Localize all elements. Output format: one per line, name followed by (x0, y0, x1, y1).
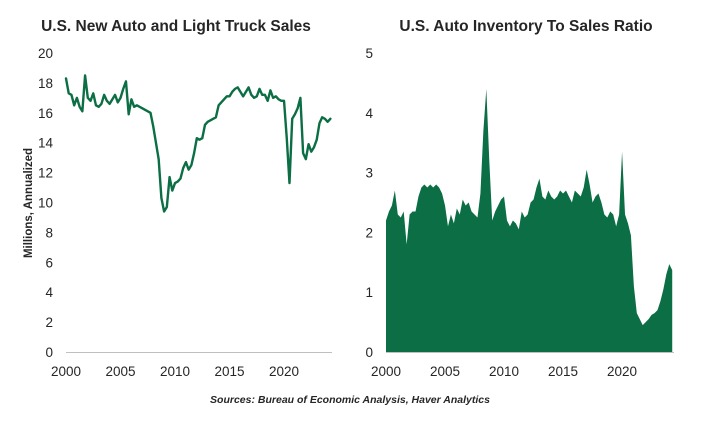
inventory-x-tick-label: 2005 (430, 364, 460, 379)
inventory-y-tick-label: 3 (365, 166, 373, 181)
sales-y-tick-label: 4 (45, 285, 53, 300)
sales-y-tick-label: 6 (45, 255, 53, 270)
inventory-y-tick-label: 2 (365, 225, 373, 240)
inventory-y-tick-label: 1 (365, 285, 373, 300)
sales-x-tick-label: 2020 (269, 364, 299, 379)
inventory-y-tick-label: 0 (365, 345, 373, 360)
sales-chart: U.S. New Auto and Light Truck Sales Mill… (23, 18, 332, 379)
sales-x-tick-label: 2010 (160, 364, 190, 379)
sales-series-line (64, 74, 332, 213)
sales-chart-y-ticks: 0 2 4 6 8 10 12 14 16 18 20 (38, 46, 54, 360)
inventory-y-tick-label: 4 (365, 106, 373, 121)
sales-y-tick-label: 2 (45, 315, 53, 330)
sales-chart-x-ticks: 2000 2005 2010 2015 2020 (51, 364, 299, 379)
inventory-chart-y-ticks: 0 1 2 3 4 5 (365, 46, 373, 360)
sales-y-tick-label: 14 (38, 136, 54, 151)
sales-x-tick-label: 2005 (105, 364, 135, 379)
inventory-series-area (386, 88, 673, 352)
inventory-chart-title: U.S. Auto Inventory To Sales Ratio (399, 18, 652, 35)
inventory-chart-x-ticks: 2000 2005 2010 2015 2020 (371, 364, 637, 379)
inventory-x-tick-label: 2015 (548, 364, 578, 379)
sales-x-tick-label: 2015 (215, 364, 245, 379)
inventory-x-tick-label: 2020 (607, 364, 637, 379)
sales-chart-y-axis-label: Millions, Annualized (23, 148, 35, 258)
inventory-chart: U.S. Auto Inventory To Sales Ratio 0 1 2 3 4… (365, 18, 674, 379)
sales-y-tick-label: 16 (38, 106, 53, 121)
sales-y-tick-label: 0 (45, 345, 53, 360)
sales-chart-title: U.S. New Auto and Light Truck Sales (41, 18, 311, 35)
inventory-x-tick-label: 2000 (371, 364, 401, 379)
sales-y-tick-label: 8 (45, 225, 53, 240)
inventory-x-tick-label: 2010 (489, 364, 519, 379)
inventory-y-tick-label: 5 (365, 46, 373, 61)
sales-y-tick-label: 18 (38, 76, 53, 91)
sales-y-tick-label: 20 (38, 46, 53, 61)
sales-y-tick-label: 12 (38, 166, 53, 181)
sales-x-tick-label: 2000 (51, 364, 81, 379)
sales-y-tick-label: 10 (38, 196, 53, 211)
source-note: Sources: Bureau of Economic Analysis, Ha… (210, 394, 490, 406)
